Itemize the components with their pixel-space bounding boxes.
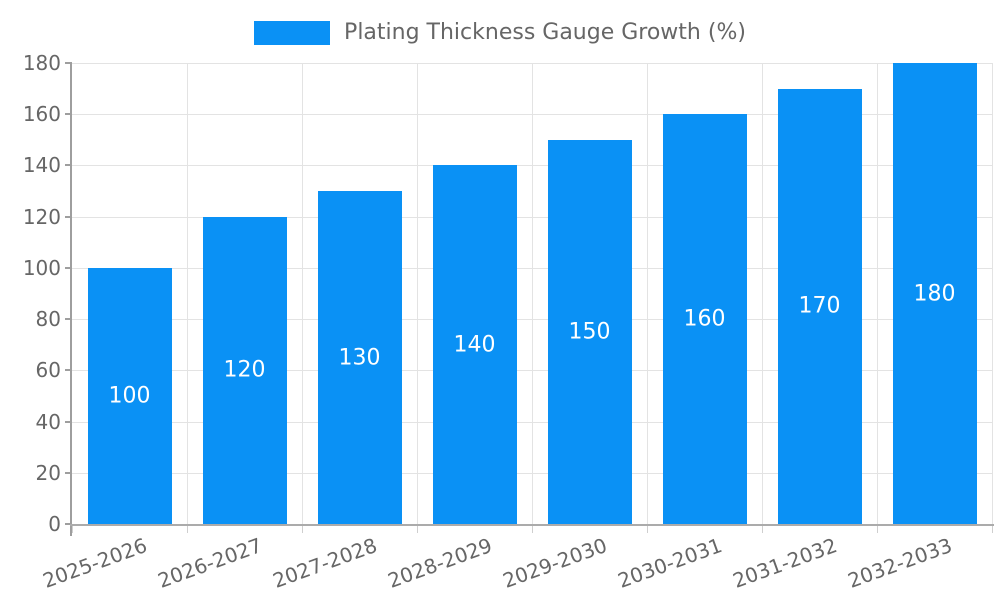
y-axis-line — [70, 63, 72, 536]
y-axis-tick — [65, 113, 72, 116]
y-tick-label: 20 — [35, 460, 61, 485]
y-axis-tick — [65, 369, 72, 372]
y-axis-tick — [65, 523, 72, 525]
y-axis-tick — [65, 471, 72, 474]
x-axis-tick — [877, 526, 878, 533]
legend[interactable]: Plating Thickness Gauge Growth (%) — [0, 20, 1000, 45]
y-tick-label: 60 — [35, 358, 61, 383]
legend-label: Plating Thickness Gauge Growth (%) — [344, 20, 746, 45]
x-gridline — [187, 63, 188, 524]
y-tick-label: 120 — [22, 204, 61, 229]
y-axis-tick — [65, 266, 72, 269]
bar-value-label: 140 — [453, 332, 496, 358]
bar-value-label: 180 — [913, 281, 956, 306]
y-tick-label: 160 — [22, 102, 61, 127]
bar-value-label: 120 — [223, 357, 266, 383]
x-tick-label: 2030-2031 — [615, 533, 726, 593]
legend-swatch — [254, 20, 331, 45]
y-axis-tick — [65, 62, 72, 64]
bar[interactable]: 100 — [87, 267, 172, 524]
bar-value-label: 130 — [338, 345, 381, 371]
x-gridline — [532, 63, 533, 524]
x-axis-tick — [992, 526, 993, 533]
x-axis-tick — [72, 526, 73, 533]
x-tick-label: 2029-2030 — [500, 533, 611, 593]
y-tick-label: 100 — [22, 255, 61, 280]
bar[interactable]: 180 — [892, 63, 977, 524]
bar-value-label: 100 — [108, 383, 151, 409]
y-tick-label: 0 — [48, 512, 61, 536]
y-tick-label: 80 — [35, 307, 61, 332]
y-tick-label: 40 — [35, 409, 61, 434]
x-tick-label: 2025-2026 — [40, 533, 151, 593]
x-tick-label: 2026-2027 — [155, 533, 266, 593]
x-axis-line — [70, 524, 994, 526]
bar[interactable]: 140 — [432, 165, 517, 524]
y-tick-label: 180 — [22, 51, 61, 75]
x-tick-label: 2032-2033 — [845, 533, 956, 593]
y-axis-tick — [65, 420, 72, 423]
x-gridline — [877, 63, 878, 524]
bar[interactable]: 160 — [662, 114, 747, 524]
x-gridline — [302, 63, 303, 524]
bar-value-label: 150 — [568, 319, 611, 345]
x-tick-label: 2027-2028 — [270, 533, 381, 593]
x-tick-label: 2028-2029 — [385, 533, 496, 593]
y-tick-label: 140 — [22, 153, 61, 178]
x-gridline — [647, 63, 648, 524]
bar[interactable]: 170 — [777, 88, 862, 524]
bar[interactable]: 120 — [202, 216, 287, 524]
bar-value-label: 160 — [683, 306, 726, 332]
x-gridline — [762, 63, 763, 524]
x-axis-tick — [532, 526, 533, 533]
x-axis-tick — [187, 526, 188, 533]
y-axis-tick — [65, 164, 72, 167]
y-axis-tick — [65, 215, 72, 218]
bar[interactable]: 130 — [317, 191, 402, 524]
x-axis-tick — [647, 526, 648, 533]
x-axis-tick — [417, 526, 418, 533]
x-axis-tick — [762, 526, 763, 533]
x-tick-label: 2031-2032 — [730, 533, 841, 593]
x-gridline — [992, 63, 993, 524]
y-axis-tick — [65, 318, 72, 321]
bar[interactable]: 150 — [547, 139, 632, 524]
x-axis-tick — [302, 526, 303, 533]
bar-value-label: 170 — [798, 293, 841, 319]
x-gridline — [417, 63, 418, 524]
